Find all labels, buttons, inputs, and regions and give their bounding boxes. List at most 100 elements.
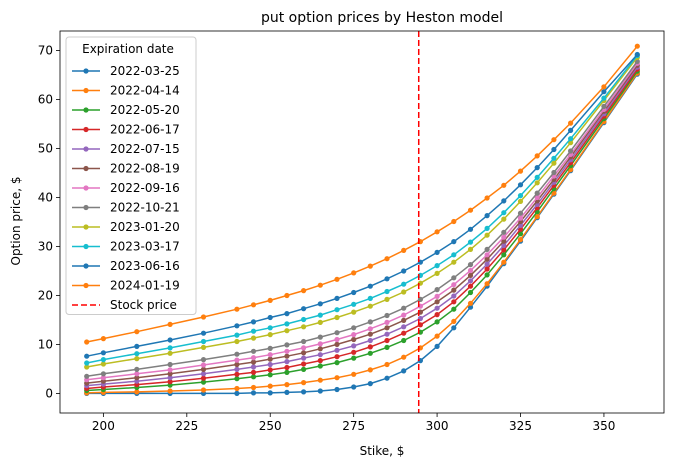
data-point — [384, 344, 390, 350]
data-point — [534, 214, 540, 220]
data-point — [334, 276, 340, 282]
data-point — [317, 334, 323, 340]
data-point — [234, 361, 240, 368]
data-point — [351, 371, 357, 377]
data-point — [434, 229, 440, 235]
data-point — [384, 312, 390, 319]
data-point — [234, 357, 240, 363]
legend-swatch-marker — [83, 165, 89, 172]
data-point — [250, 384, 257, 391]
data-point — [351, 343, 357, 349]
data-point — [351, 301, 357, 307]
data-point — [317, 312, 323, 318]
data-point — [451, 325, 457, 331]
data-point — [100, 371, 106, 377]
data-point — [467, 226, 474, 232]
data-point — [534, 194, 540, 201]
data-point — [250, 355, 257, 361]
data-point — [267, 356, 273, 362]
legend-label: 2022-03-25 — [110, 64, 180, 78]
data-point — [301, 361, 307, 367]
legend-label: 2022-10-21 — [110, 201, 180, 215]
data-point — [501, 216, 507, 222]
data-point — [100, 350, 106, 356]
data-point — [250, 359, 257, 365]
legend-title: Expiration date — [82, 42, 174, 56]
data-point — [134, 375, 140, 381]
data-point — [517, 168, 524, 174]
data-point — [284, 369, 290, 375]
data-point — [517, 193, 524, 199]
data-point — [200, 387, 207, 393]
data-point — [467, 207, 474, 213]
data-point — [367, 326, 373, 332]
data-point — [401, 247, 407, 253]
legend-label: 2023-01-20 — [110, 220, 180, 234]
legend-box — [65, 36, 197, 315]
data-point — [301, 306, 307, 312]
data-point — [484, 246, 490, 252]
legend-label: 2022-07-15 — [110, 142, 180, 156]
data-point — [434, 305, 440, 311]
data-point — [534, 165, 540, 171]
data-point — [634, 51, 640, 58]
data-point — [367, 367, 373, 373]
data-point — [284, 328, 290, 334]
data-point — [401, 281, 407, 287]
data-point — [367, 350, 373, 356]
data-point — [200, 375, 207, 381]
data-point — [534, 153, 540, 159]
series-layer — [84, 43, 640, 396]
data-point — [568, 120, 574, 126]
data-point — [234, 366, 240, 372]
data-point — [384, 276, 390, 282]
legend-item: 2023-03-17 — [72, 240, 180, 254]
x-tick-label: 300 — [426, 419, 449, 433]
legend-item: 2022-06-17 — [72, 123, 180, 137]
data-point — [334, 375, 340, 381]
data-point — [167, 337, 173, 343]
data-point — [167, 388, 173, 394]
data-point — [434, 312, 440, 318]
data-point — [167, 379, 173, 385]
data-point — [234, 390, 240, 396]
legend-item: 2023-06-16 — [72, 259, 180, 273]
data-point — [484, 225, 490, 231]
data-point — [501, 259, 507, 265]
data-point — [434, 270, 440, 276]
legend-label: 2022-04-14 — [110, 84, 180, 98]
data-point — [134, 343, 140, 349]
legend-item: 2022-05-20 — [72, 103, 180, 117]
legend-swatch-marker — [83, 263, 89, 269]
data-point — [467, 239, 474, 245]
data-point — [434, 319, 440, 325]
data-point — [517, 231, 524, 237]
data-point — [200, 344, 207, 350]
data-point — [384, 325, 390, 331]
legend-item: 2022-08-19 — [72, 162, 180, 176]
data-point — [334, 295, 340, 301]
data-point — [484, 272, 490, 278]
data-point — [234, 323, 240, 329]
data-point — [284, 342, 290, 348]
data-point — [401, 324, 407, 330]
data-point — [484, 266, 490, 272]
data-point — [317, 352, 323, 358]
data-point — [84, 353, 90, 359]
legend-label: 2022-09-16 — [110, 181, 180, 195]
data-point — [200, 379, 207, 385]
x-axis-label: Stike, $ — [360, 444, 405, 458]
series-line — [86, 55, 638, 364]
data-point — [351, 325, 357, 331]
y-tick-label: 50 — [38, 142, 53, 156]
data-point — [434, 249, 440, 255]
data-point — [250, 319, 257, 325]
x-tick-label: 200 — [92, 419, 115, 433]
data-point — [301, 338, 307, 345]
data-point — [200, 314, 207, 320]
data-point — [301, 380, 307, 386]
data-point — [234, 376, 240, 382]
data-point — [401, 268, 407, 274]
data-point — [250, 302, 257, 308]
data-point — [401, 289, 407, 295]
